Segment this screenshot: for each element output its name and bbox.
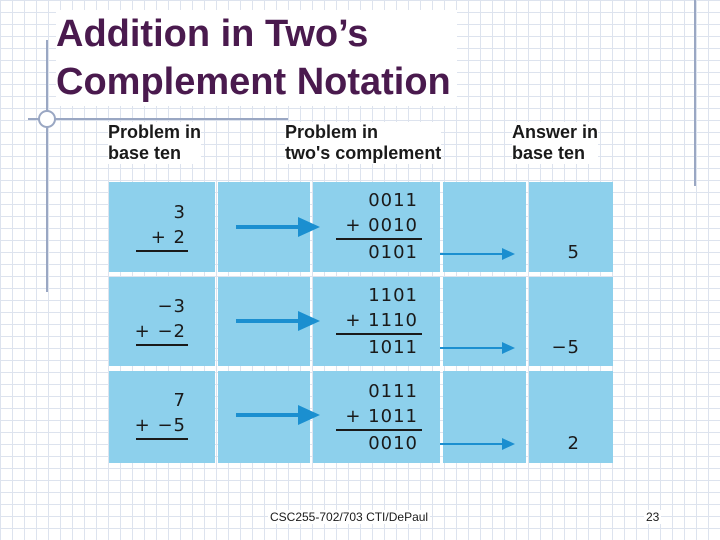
row2-twos-bottom: + 1110: [345, 310, 418, 331]
footer-course: CSC255-702/703 CTI/DePaul: [268, 510, 431, 524]
header-problem-base-ten-line2: base ten: [108, 143, 182, 163]
row2-base-ten-top: −3: [157, 296, 186, 317]
row3-base-ten-top: 7: [173, 390, 186, 411]
row2-answer: −5: [551, 337, 580, 358]
row2-base-ten-bottom: + −2: [134, 321, 186, 342]
cell-row2-arrow2: [443, 277, 526, 366]
arrow-right-icon: [236, 217, 320, 237]
row1-base-ten-top: 3: [173, 202, 186, 223]
row1-answer: 5: [567, 242, 580, 263]
decor-horizontal-line: [28, 118, 288, 120]
row3-twos-result: 0010: [368, 433, 418, 454]
header-problem-twos-complement: Problem in two's complement: [285, 122, 442, 164]
cell-row1-arrow2: [443, 182, 526, 272]
decor-vertical-line-right: [694, 0, 696, 186]
row1-twos-bottom: + 0010: [345, 215, 418, 236]
row2-twos-result: 1011: [368, 337, 418, 358]
cell-row1-base-ten: [109, 182, 215, 272]
arrow-right-icon: [236, 311, 320, 331]
cell-row3-base-ten: [109, 371, 215, 463]
row3-twos-bottom: + 1011: [345, 406, 418, 427]
cell-row1-twos: [313, 182, 440, 272]
arrow-right-icon: [440, 438, 515, 450]
slide-title-line-1: Addition in Two’s: [56, 13, 369, 55]
cell-row3-answer: [529, 371, 613, 463]
slide-title: Addition in Two’s Complement Notation: [56, 10, 457, 106]
header-answer-base-ten-line2: base ten: [512, 143, 586, 163]
row1-twos-result: 0101: [368, 242, 418, 263]
row1-twos-underline: [336, 238, 422, 240]
row3-base-ten-bottom: + −5: [134, 415, 186, 436]
row1-base-ten-bottom: + 2: [150, 227, 186, 248]
row3-twos-top: 0111: [368, 381, 418, 402]
row2-twos-top: 1101: [368, 285, 418, 306]
slide-title-line-2: Complement Notation: [56, 61, 451, 103]
row1-base-ten-underline: [136, 250, 188, 252]
header-problem-twos-line1: Problem in: [285, 122, 379, 142]
row1-twos-top: 0011: [368, 190, 418, 211]
row3-twos-underline: [336, 429, 422, 431]
decor-circle: [38, 110, 56, 128]
row2-twos-underline: [336, 333, 422, 335]
footer-page-number: 23: [644, 510, 662, 524]
row3-answer: 2: [567, 433, 580, 454]
row2-base-ten-underline: [136, 344, 188, 346]
cell-row2-base-ten: [109, 277, 215, 366]
decor-vertical-line: [46, 40, 48, 292]
cell-row2-answer: [529, 277, 613, 366]
header-problem-twos-line2: two's complement: [285, 143, 442, 163]
header-answer-base-ten: Answer in base ten: [512, 122, 599, 164]
cell-row3-arrow2: [443, 371, 526, 463]
cell-row1-answer: [529, 182, 613, 272]
row3-base-ten-underline: [136, 438, 188, 440]
arrow-right-icon: [236, 405, 320, 425]
cell-row3-twos: [313, 371, 440, 463]
cell-row2-twos: [313, 277, 440, 366]
header-problem-base-ten: Problem in base ten: [108, 122, 202, 164]
arrow-right-icon: [440, 342, 515, 354]
header-answer-base-ten-line1: Answer in: [512, 122, 599, 142]
arrow-right-icon: [440, 248, 515, 260]
header-problem-base-ten-line1: Problem in: [108, 122, 202, 142]
